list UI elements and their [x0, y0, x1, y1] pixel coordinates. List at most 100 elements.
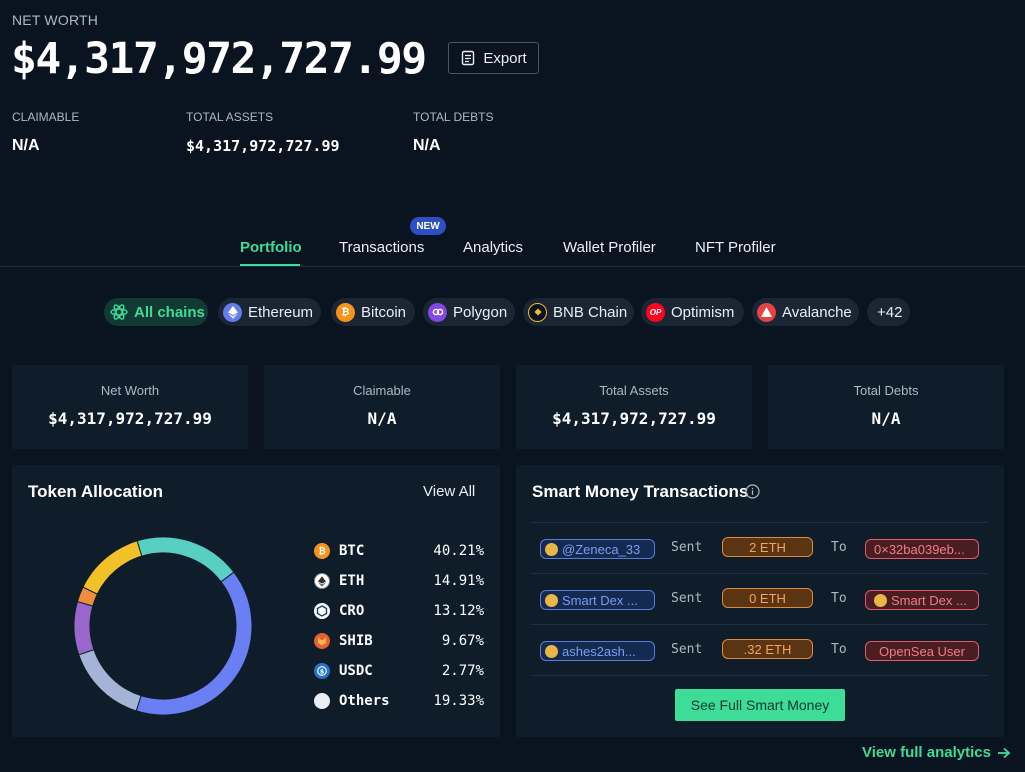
to-label: To	[831, 642, 847, 657]
net-worth-label: NET WORTH	[12, 12, 99, 28]
avatar-icon	[545, 644, 558, 658]
svg-text:$: $	[320, 667, 325, 675]
row-divider	[531, 624, 988, 625]
tx-to-pill[interactable]: 0×32ba039eb...	[865, 539, 979, 559]
chain-chip-bnb[interactable]: BNB Chain	[523, 298, 634, 326]
legend-row-eth: ETH 14.91%	[314, 572, 484, 590]
chain-label: Bitcoin	[361, 303, 407, 321]
stat-card-claimable: Claimable N/A	[264, 365, 500, 449]
token-percent: 40.21%	[433, 543, 484, 559]
tx-from-pill[interactable]: @Zeneca_33	[540, 539, 655, 559]
bitcoin-icon: ₿	[336, 302, 355, 322]
document-icon	[462, 50, 475, 66]
legend-row-cro: CRO 13.12%	[314, 602, 484, 620]
sent-label: Sent	[671, 540, 703, 555]
chain-chip-all[interactable]: All chains	[104, 298, 208, 326]
tx-amount-pill: .32 ETH	[722, 639, 813, 659]
tx-to: 0×32ba039eb...	[874, 541, 965, 557]
new-badge: NEW	[410, 217, 446, 235]
tx-from-pill[interactable]: ashes2ash...	[540, 641, 655, 661]
token-allocation-donut	[73, 536, 253, 716]
chain-chip-optimism[interactable]: OP Optimism	[641, 298, 744, 326]
donut-segment-others	[136, 536, 235, 583]
claimable-value: N/A	[12, 137, 40, 154]
tabs-divider	[0, 266, 1025, 267]
view-full-label: View full analytics	[862, 744, 991, 761]
stat-label: Claimable	[353, 383, 411, 398]
legend-row-btc: ₿ BTC 40.21%	[314, 542, 484, 560]
donut-segment-shib	[73, 600, 95, 656]
avatar-icon	[874, 593, 887, 607]
bnb-icon	[528, 302, 547, 322]
total-debts-value: N/A	[413, 137, 441, 154]
view-full-analytics-link[interactable]: View full analytics	[862, 744, 1011, 761]
view-all-link[interactable]: View All	[423, 483, 476, 500]
sent-label: Sent	[671, 591, 703, 606]
export-button[interactable]: Export	[448, 42, 539, 74]
see-full-smart-money-button[interactable]: See Full Smart Money	[675, 689, 845, 721]
chain-chip-bitcoin[interactable]: ₿ Bitcoin	[331, 298, 415, 326]
tab-portfolio[interactable]: Portfolio	[240, 239, 302, 256]
legend-row-shib: SHIB 9.67%	[314, 632, 484, 650]
legend-row-others: Others 19.33%	[314, 692, 484, 710]
chain-label: All chains	[134, 303, 205, 321]
tx-to: OpenSea User	[879, 643, 965, 659]
active-tab-indicator	[240, 264, 300, 266]
tab-nft-profiler[interactable]: NFT Profiler	[695, 239, 776, 256]
arrow-right-icon	[997, 747, 1011, 758]
usdc-icon: $	[314, 663, 330, 679]
token-percent: 19.33%	[433, 693, 484, 709]
chain-chip-ethereum[interactable]: Ethereum	[218, 298, 321, 326]
stat-value: $4,317,972,727.99	[552, 409, 716, 428]
donut-segment-cro	[82, 540, 143, 595]
to-label: To	[831, 540, 847, 555]
stat-card-total-assets: Total Assets $4,317,972,727.99	[516, 365, 752, 449]
tx-from-pill[interactable]: Smart Dex ...	[540, 590, 655, 610]
token-allocation-title: Token Allocation	[28, 482, 164, 501]
tx-amount-pill: 2 ETH	[722, 537, 813, 557]
chain-label: Avalanche	[782, 303, 852, 321]
tx-to-pill[interactable]: OpenSea User	[865, 641, 979, 661]
polygon-icon	[428, 302, 447, 322]
tab-transactions[interactable]: Transactions	[339, 239, 425, 256]
donut-segment-btc	[135, 571, 253, 716]
chain-label: Ethereum	[248, 303, 314, 321]
token-percent: 14.91%	[433, 573, 484, 589]
token-symbol: BTC	[339, 543, 365, 559]
ethereum-icon	[314, 573, 330, 589]
shiba-icon	[314, 633, 330, 649]
chain-label: Polygon	[453, 303, 508, 321]
token-symbol: Others	[339, 693, 390, 709]
row-divider	[531, 675, 988, 676]
stat-value: $4,317,972,727.99	[48, 409, 212, 428]
legend-row-usdc: $ USDC 2.77%	[314, 662, 484, 680]
token-percent: 2.77%	[441, 663, 484, 679]
tab-wallet-profiler[interactable]: Wallet Profiler	[563, 239, 656, 256]
chain-chip-more[interactable]: +42	[867, 298, 910, 326]
to-label: To	[831, 591, 847, 606]
tx-from: Smart Dex ...	[562, 592, 638, 608]
tx-from: ashes2ash...	[562, 643, 636, 659]
tx-from: @Zeneca_33	[562, 541, 641, 557]
avatar-icon	[545, 542, 558, 556]
export-label: Export	[483, 49, 527, 67]
tab-analytics[interactable]: Analytics	[463, 239, 524, 256]
stat-label: Total Assets	[599, 383, 669, 398]
stat-value: N/A	[367, 409, 397, 428]
cronos-icon	[314, 603, 330, 619]
optimism-icon: OP	[646, 302, 665, 322]
claimable-label: CLAIMABLE	[12, 110, 80, 124]
chain-chip-polygon[interactable]: Polygon	[423, 298, 515, 326]
token-symbol: CRO	[339, 603, 365, 619]
avalanche-icon	[757, 302, 776, 322]
smart-money-title: Smart Money Transactions	[532, 482, 749, 501]
token-percent: 9.67%	[441, 633, 484, 649]
chain-chip-avalanche[interactable]: Avalanche	[752, 298, 859, 326]
info-icon[interactable]	[745, 484, 760, 499]
stat-label: Net Worth	[100, 383, 160, 398]
stat-value: N/A	[871, 409, 901, 428]
tx-to-pill[interactable]: Smart Dex ...	[865, 590, 979, 610]
avatar-icon	[545, 593, 558, 607]
total-assets-value: $4,317,972,727.99	[186, 137, 340, 155]
token-symbol: USDC	[339, 663, 373, 679]
